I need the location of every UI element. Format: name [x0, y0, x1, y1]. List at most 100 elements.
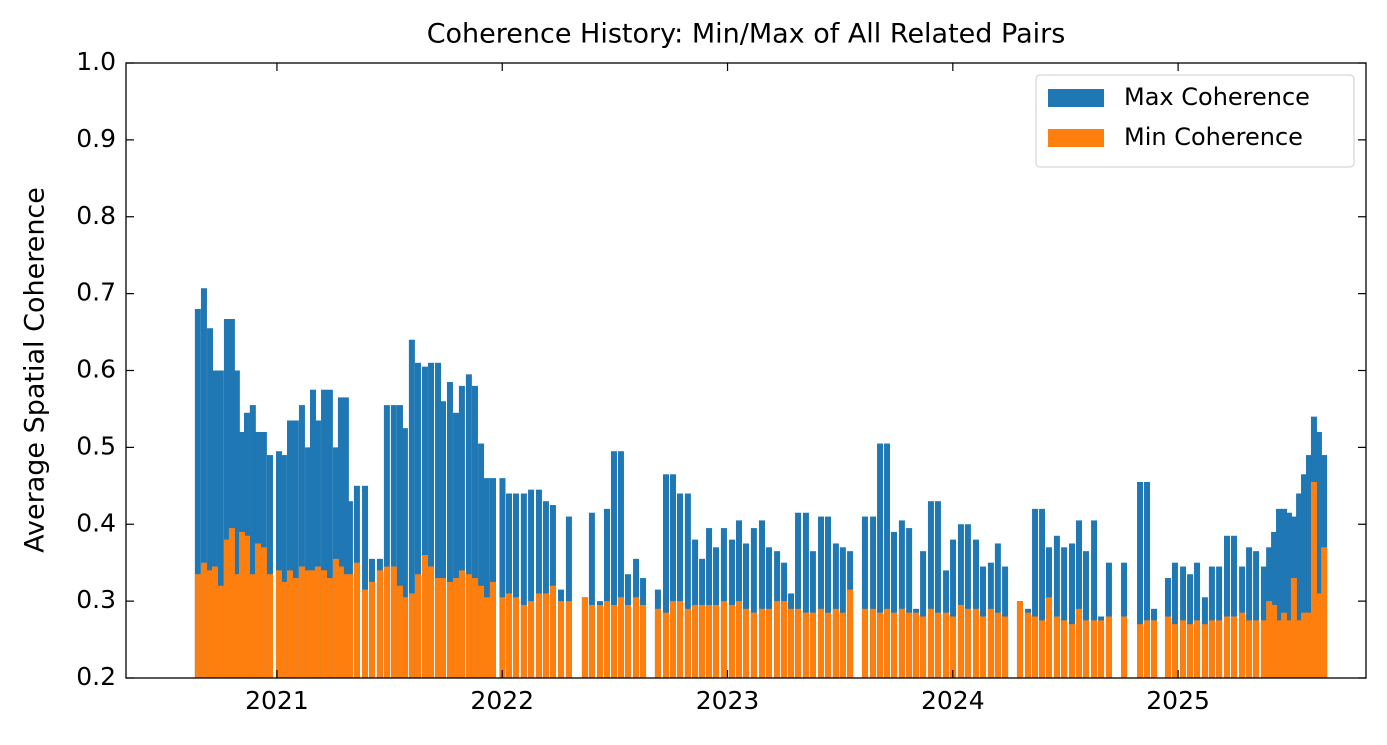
- bar: [353, 562, 360, 678]
- bar: [588, 604, 595, 678]
- bar: [314, 566, 321, 678]
- bar: [228, 528, 235, 678]
- bar: [927, 501, 934, 678]
- bar: [706, 528, 713, 678]
- bar: [795, 512, 802, 678]
- y-tick-label: 0.2: [76, 662, 116, 691]
- bar: [346, 574, 353, 678]
- y-tick-label: 0.6: [76, 355, 116, 384]
- bar: [684, 608, 691, 678]
- bar: [1187, 624, 1194, 678]
- bar: [266, 455, 273, 678]
- bar: [528, 601, 535, 678]
- bar: [920, 551, 927, 678]
- bar: [211, 566, 218, 678]
- bar: [920, 616, 927, 678]
- bar: [1039, 508, 1046, 678]
- bar: [1039, 620, 1046, 678]
- bar: [1321, 547, 1328, 678]
- bar: [980, 616, 987, 678]
- bar: [950, 616, 957, 678]
- bar: [280, 455, 287, 678]
- bar: [898, 608, 905, 678]
- legend: Max Coherence Min Coherence: [1035, 74, 1355, 168]
- bar: [736, 520, 743, 678]
- bar: [1301, 612, 1308, 678]
- bar: [194, 309, 201, 678]
- bar: [396, 585, 403, 678]
- bar: [337, 566, 344, 678]
- bar: [1301, 474, 1308, 678]
- bar: [1276, 508, 1283, 678]
- bar: [1098, 620, 1105, 678]
- bar: [832, 608, 839, 678]
- bar: [428, 566, 435, 678]
- bar: [774, 601, 781, 678]
- x-tick-label: 2021: [245, 686, 309, 715]
- bar: [280, 581, 287, 678]
- bar: [973, 608, 980, 678]
- bar: [610, 604, 617, 678]
- bar: [825, 516, 832, 678]
- bar: [223, 539, 230, 678]
- bar: [453, 412, 460, 678]
- bar: [603, 601, 610, 678]
- bar: [1194, 620, 1201, 678]
- bar: [624, 604, 631, 678]
- bar: [758, 520, 765, 678]
- chart-title: Coherence History: Min/Max of All Relate…: [427, 19, 1066, 50]
- bar: [228, 318, 235, 678]
- bar: [483, 478, 490, 678]
- bar: [743, 608, 749, 678]
- bar: [943, 612, 950, 678]
- bar: [520, 493, 527, 678]
- bar: [390, 405, 397, 678]
- bar: [1296, 620, 1303, 678]
- bar: [884, 608, 891, 678]
- bar: [1239, 612, 1246, 678]
- bar: [362, 485, 369, 678]
- bar: [633, 597, 640, 678]
- y-tick-label: 0.8: [76, 201, 116, 230]
- bar: [654, 608, 661, 678]
- bar: [401, 597, 408, 678]
- bar: [891, 612, 898, 678]
- bar: [383, 405, 390, 678]
- bar: [471, 385, 478, 678]
- bar: [535, 593, 542, 678]
- bar: [1053, 616, 1060, 678]
- bar: [458, 385, 465, 678]
- bar: [414, 574, 421, 678]
- bar: [1053, 535, 1060, 678]
- bar: [255, 543, 262, 678]
- bar: [994, 543, 1001, 678]
- bar: [499, 478, 506, 678]
- legend-label: Max Coherence: [1124, 83, 1310, 111]
- bar: [1032, 616, 1039, 678]
- bar: [287, 570, 294, 678]
- bar: [1230, 535, 1237, 678]
- bar: [581, 597, 588, 678]
- y-tick-label: 0.7: [76, 278, 116, 307]
- bar: [1223, 616, 1230, 678]
- bar: [818, 516, 825, 678]
- bar: [934, 612, 941, 678]
- bar: [446, 581, 453, 678]
- bar: [342, 397, 349, 678]
- bar: [663, 612, 670, 678]
- bar: [781, 601, 788, 678]
- bar: [471, 578, 478, 678]
- bar: [676, 601, 683, 678]
- bar: [713, 604, 720, 678]
- bar: [478, 443, 485, 678]
- bar: [870, 608, 877, 678]
- bar: [1315, 432, 1322, 678]
- bar: [640, 604, 647, 678]
- bar: [421, 555, 428, 678]
- bar: [321, 389, 328, 678]
- bar: [549, 585, 556, 678]
- bar: [408, 339, 415, 678]
- bar: [305, 447, 312, 678]
- bar: [1105, 616, 1112, 678]
